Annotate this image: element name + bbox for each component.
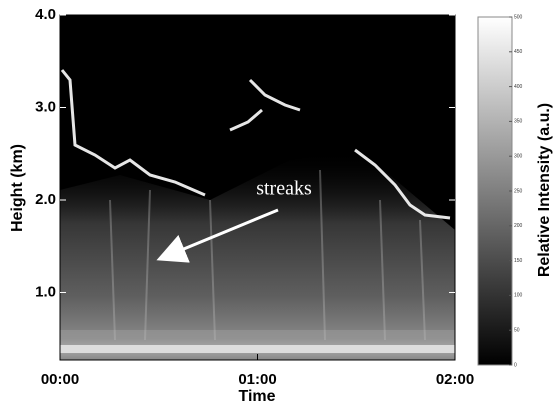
y-tick-label: 2.0 (35, 191, 56, 208)
heatmap-image (60, 15, 455, 360)
colorbar-tick-label: 350 (514, 119, 523, 125)
colorbar-tick-label: 400 (514, 84, 523, 90)
y-tick-label: 1.0 (35, 283, 56, 300)
x-tick-label: 01:00 (238, 371, 276, 388)
y-tick-label: 4.0 (35, 6, 56, 23)
colorbar-tick-label: 150 (514, 258, 523, 264)
colorbar-tick-label: 250 (514, 188, 523, 194)
colorbar-tick-label: 100 (514, 293, 523, 299)
y-tick-label: 3.0 (35, 98, 56, 115)
colorbar-tick-label: 500 (514, 14, 523, 20)
colorbar (477, 16, 513, 366)
colorbar-tick-label: 200 (514, 223, 523, 229)
annotation: streaks (256, 178, 312, 200)
colorbar-tick-label: 50 (514, 328, 520, 334)
x-tick-label: 02:00 (436, 371, 474, 388)
x-tick-label: 00:00 (41, 371, 79, 388)
x-axis-label: Time (238, 388, 275, 405)
colorbar-tick-label: 0 (514, 362, 517, 368)
colorbar-tick-label: 300 (514, 154, 523, 160)
colorbar-tick-label: 450 (514, 49, 523, 55)
colorbar-label: Relative Intensity (a.u.) (536, 103, 553, 277)
y-axis-label: Height (km) (9, 144, 26, 232)
